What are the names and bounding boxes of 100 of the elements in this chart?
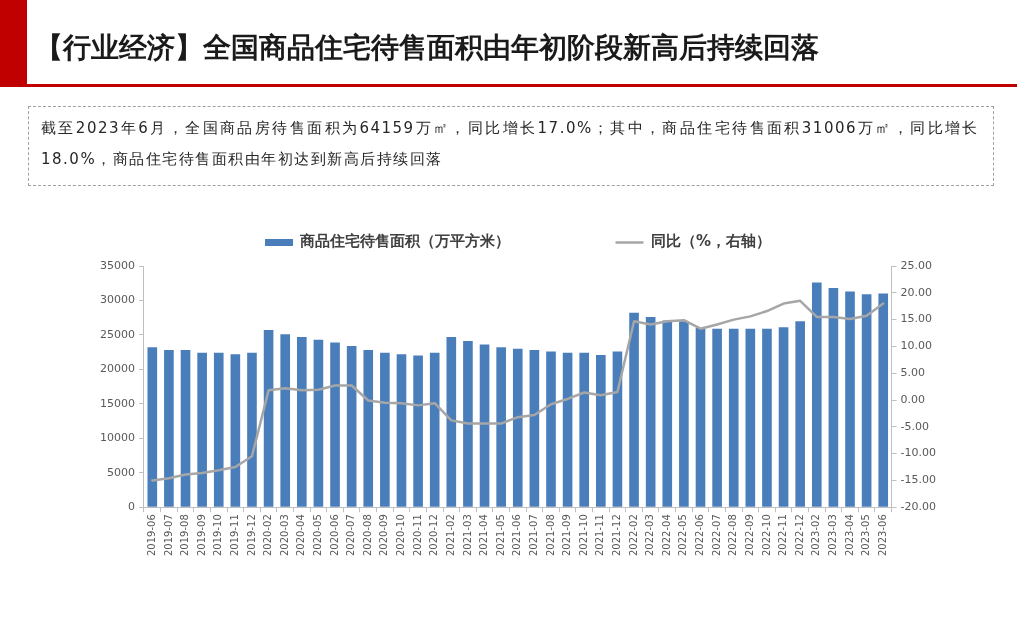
y-tick-label: 15000 bbox=[99, 396, 135, 410]
bar bbox=[363, 350, 374, 507]
bar bbox=[429, 352, 440, 507]
bar bbox=[180, 350, 191, 507]
bar bbox=[164, 350, 174, 507]
x-tick-label: 2019-11 bbox=[228, 514, 240, 557]
bar bbox=[712, 328, 722, 507]
bar bbox=[612, 351, 623, 507]
x-tick-label: 2022-09 bbox=[743, 514, 755, 557]
bar bbox=[512, 348, 523, 507]
x-tick-label: 2021-08 bbox=[544, 514, 556, 557]
bar bbox=[230, 354, 241, 507]
bar bbox=[396, 354, 407, 507]
bar bbox=[828, 288, 839, 507]
x-tick-label: 2020-11 bbox=[411, 514, 423, 557]
x-tick-label: 2022-03 bbox=[644, 514, 656, 557]
y-tick-label: 0 bbox=[127, 500, 135, 514]
bar bbox=[213, 352, 224, 507]
bar bbox=[463, 341, 473, 507]
x-tick-label: 2020-09 bbox=[378, 514, 390, 557]
y2-tick-label: -20.00 bbox=[900, 500, 937, 514]
bar bbox=[596, 354, 606, 507]
x-tick-label: 2021-12 bbox=[611, 514, 623, 557]
x-tick-label: 2022-02 bbox=[627, 514, 639, 557]
y2-tick-label: -5.00 bbox=[900, 419, 930, 433]
x-tick-label: 2022-04 bbox=[660, 514, 672, 557]
x-tick-label: 2023-06 bbox=[876, 514, 888, 557]
x-tick-label: 2022-08 bbox=[727, 514, 739, 557]
bar bbox=[479, 344, 490, 507]
bar bbox=[878, 293, 889, 507]
y-tick-label: 30000 bbox=[99, 293, 135, 307]
x-tick-label: 2020-10 bbox=[395, 514, 407, 557]
x-tick-label: 2019-10 bbox=[212, 514, 224, 557]
bar bbox=[662, 320, 673, 507]
bar bbox=[529, 350, 540, 507]
x-tick-label: 2020-07 bbox=[345, 514, 357, 557]
y-tick-label: 25000 bbox=[99, 327, 135, 341]
bar bbox=[380, 352, 390, 507]
x-tick-label: 2020-03 bbox=[278, 514, 290, 557]
x-tick-label: 2022-12 bbox=[793, 514, 805, 557]
y2-tick-label: -10.00 bbox=[900, 446, 937, 460]
x-tick-label: 2019-06 bbox=[145, 514, 157, 557]
x-tick-label: 2020-05 bbox=[312, 514, 324, 557]
y2-tick-label: -15.00 bbox=[900, 473, 937, 487]
x-tick-label: 2023-03 bbox=[826, 514, 838, 557]
y-tick-label: 20000 bbox=[99, 362, 135, 376]
y-tick-label: 35000 bbox=[99, 258, 135, 272]
bar bbox=[446, 336, 457, 507]
bar bbox=[762, 328, 772, 507]
x-tick-label: 2022-05 bbox=[677, 514, 689, 557]
legend-label: 同比（%，右轴） bbox=[650, 232, 772, 251]
bar bbox=[629, 312, 639, 507]
x-tick-label: 2023-05 bbox=[860, 514, 872, 557]
x-tick-label: 2022-10 bbox=[760, 514, 772, 557]
bar bbox=[745, 328, 756, 507]
bar bbox=[346, 345, 357, 507]
y2-tick-label: 25.00 bbox=[900, 258, 933, 272]
bar bbox=[562, 352, 573, 507]
y2-tick-label: 10.00 bbox=[900, 339, 933, 353]
chart-title: 【行业经济】全国商品住宅待售面积由年初阶段新高后持续回落 bbox=[35, 30, 819, 64]
bar bbox=[778, 327, 789, 507]
x-tick-label: 2020-06 bbox=[328, 514, 340, 557]
x-tick-label: 2019-08 bbox=[179, 514, 191, 557]
x-tick-label: 2020-08 bbox=[361, 514, 373, 557]
x-tick-label: 2021-04 bbox=[478, 514, 490, 557]
bar bbox=[496, 347, 506, 507]
x-tick-label: 2022-11 bbox=[777, 514, 789, 557]
x-tick-label: 2021-06 bbox=[511, 514, 523, 557]
bar bbox=[263, 330, 274, 507]
y2-tick-label: 0.00 bbox=[900, 392, 926, 406]
y2-tick-label: 20.00 bbox=[900, 285, 933, 299]
x-tick-label: 2021-03 bbox=[461, 514, 473, 557]
bar bbox=[679, 321, 689, 507]
legend-label: 商品住宅待售面积（万平方米） bbox=[299, 232, 511, 251]
bar bbox=[645, 317, 656, 507]
x-tick-label: 2019-09 bbox=[195, 514, 207, 557]
bar bbox=[197, 352, 207, 507]
y2-tick-label: 5.00 bbox=[900, 366, 926, 380]
x-tick-label: 2019-12 bbox=[245, 514, 257, 557]
bar bbox=[546, 351, 556, 507]
x-tick-label: 2021-07 bbox=[527, 514, 539, 557]
y-tick-label: 10000 bbox=[99, 431, 135, 445]
bar bbox=[296, 336, 307, 507]
bar bbox=[795, 321, 805, 507]
x-tick-label: 2021-05 bbox=[494, 514, 506, 557]
x-tick-label: 2020-02 bbox=[262, 514, 274, 557]
bar bbox=[413, 355, 423, 507]
y-tick-label: 5000 bbox=[106, 465, 135, 479]
x-tick-label: 2022-06 bbox=[694, 514, 706, 557]
bar bbox=[313, 339, 324, 507]
bar bbox=[728, 328, 739, 507]
x-tick-label: 2021-11 bbox=[594, 514, 606, 557]
bar bbox=[695, 328, 706, 507]
x-tick-label: 2023-02 bbox=[810, 514, 822, 557]
bar bbox=[247, 352, 257, 507]
x-tick-label: 2021-02 bbox=[444, 514, 456, 557]
bar bbox=[330, 342, 340, 507]
bar bbox=[147, 347, 158, 507]
y2-tick-label: 15.00 bbox=[900, 312, 933, 326]
bar bbox=[811, 282, 822, 507]
